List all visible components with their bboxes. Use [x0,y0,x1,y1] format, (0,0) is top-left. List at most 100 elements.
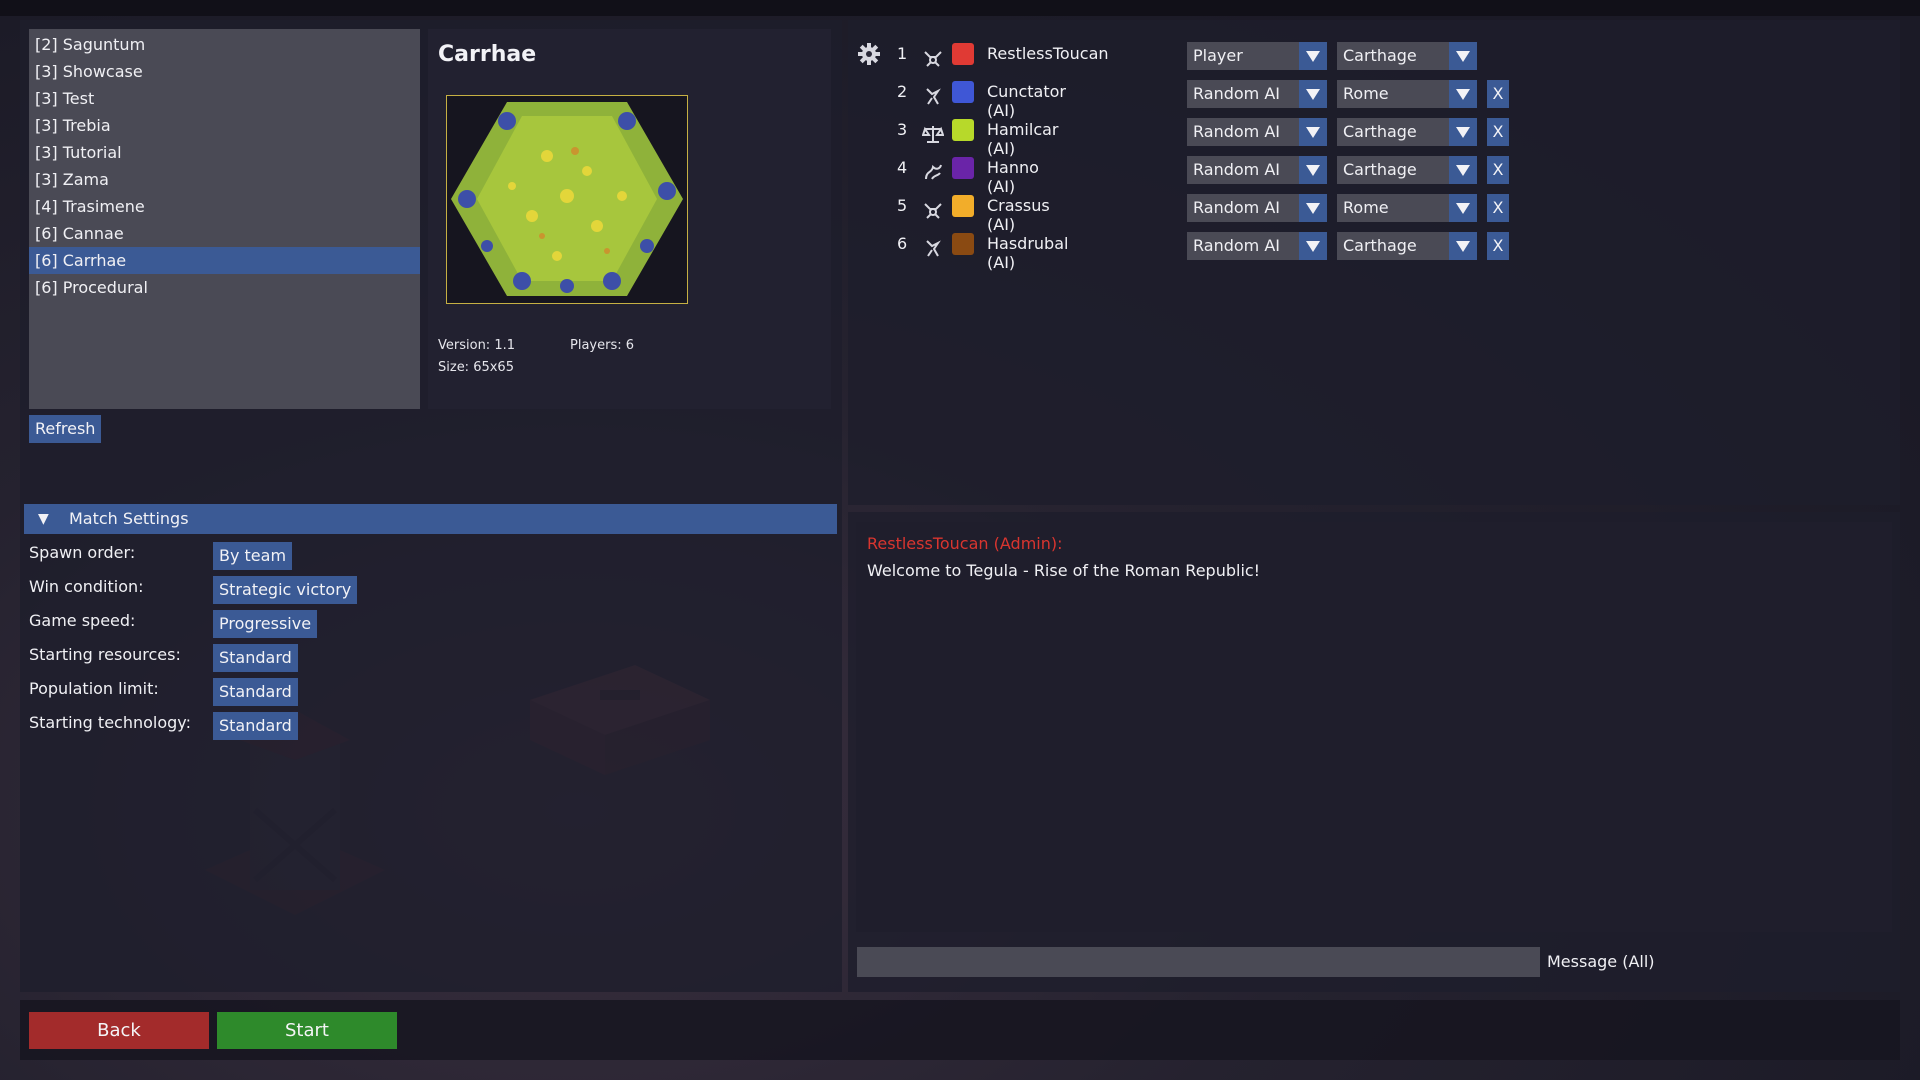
map-players: Players: 6 [570,338,635,353]
map-list-item-selected[interactable]: [6] Carrhae [29,247,420,274]
remove-player-button[interactable]: X [1487,118,1509,146]
civ-value: Rome [1343,84,1389,103]
starting-resources-label: Starting resources: [29,645,181,664]
refresh-button[interactable]: Refresh [29,415,101,443]
map-list-item[interactable]: [3] Test [35,89,95,108]
player-number: 6 [897,234,908,253]
spawn-order-label: Spawn order: [29,543,136,562]
starting-resources-select[interactable]: Standard [213,644,298,672]
start-button[interactable]: Start [217,1012,397,1049]
map-list[interactable]: [2] Saguntum [3] Showcase [3] Test [3] T… [29,29,420,409]
player-type-dropdown[interactable]: Random AI [1187,156,1327,184]
map-size: Size: 65x65 [438,360,514,375]
player-name: Hamilcar (AI) [987,120,1059,158]
player-type-dropdown[interactable]: Random AI [1187,194,1327,222]
collapse-triangle-icon: ▼ [38,511,49,527]
chevron-down-icon[interactable] [1449,118,1477,146]
population-limit-label: Population limit: [29,679,159,698]
rearing-beast-icon [926,240,941,257]
player-type-dropdown[interactable]: Random AI [1187,80,1327,108]
player-color-swatch[interactable] [952,119,974,141]
map-list-item[interactable]: [4] Trasimene [35,197,145,216]
horned-crest-icon [924,51,942,67]
chevron-down-icon[interactable] [1299,80,1327,108]
chat-message: Welcome to Tegula - Rise of the Roman Re… [867,561,1261,580]
game-speed-label: Game speed: [29,611,136,630]
map-list-item[interactable]: [6] Procedural [35,278,148,297]
message-target-label: Message (All) [1547,952,1655,971]
match-settings-header[interactable]: ▼ Match Settings [24,504,837,534]
civ-dropdown[interactable]: Rome [1337,80,1477,108]
starting-technology-select[interactable]: Standard [213,712,298,740]
back-button[interactable]: Back [29,1012,209,1049]
remove-player-button[interactable]: X [1487,80,1509,108]
chevron-down-icon[interactable] [1449,156,1477,184]
player-type-dropdown[interactable]: Random AI [1187,232,1327,260]
player-number: 1 [897,44,908,63]
chevron-down-icon[interactable] [1299,232,1327,260]
player-color-swatch[interactable] [952,43,974,65]
player-color-swatch[interactable] [952,233,974,255]
civ-value: Carthage [1343,160,1417,179]
horned-crest-icon [924,203,942,219]
chevron-down-icon[interactable] [1449,42,1477,70]
player-type-value: Random AI [1193,236,1280,255]
remove-player-button[interactable]: X [1487,232,1509,260]
population-limit-select[interactable]: Standard [213,678,298,706]
player-row: 3 Hamilcar (AI) Random AI Carthage X [0,118,1509,158]
player-type-value: Random AI [1193,84,1280,103]
player-type-dropdown[interactable]: Player [1187,42,1327,70]
chevron-down-icon[interactable] [1299,42,1327,70]
win-condition-select[interactable]: Strategic victory [213,576,358,604]
starting-technology-label: Starting technology: [29,713,191,732]
remove-player-button[interactable]: X [1487,156,1509,184]
spawn-order-select[interactable]: By team [213,542,293,570]
civ-dropdown[interactable]: Carthage [1337,156,1477,184]
player-type-dropdown[interactable]: Random AI [1187,118,1327,146]
chat-sender: RestlessToucan (Admin): [867,534,1063,553]
map-list-item[interactable]: [6] Cannae [35,224,124,243]
chevron-down-icon[interactable] [1449,194,1477,222]
chevron-down-icon[interactable] [1449,232,1477,260]
map-version: Version: 1.1 [438,338,515,353]
civ-dropdown[interactable]: Rome [1337,194,1477,222]
civ-dropdown[interactable]: Carthage [1337,232,1477,260]
player-type-value: Random AI [1193,122,1280,141]
chevron-down-icon[interactable] [1449,80,1477,108]
player-name: Cunctator (AI) [987,82,1066,120]
scales-icon [922,126,944,143]
player-type-value: Random AI [1193,160,1280,179]
chevron-down-icon[interactable] [1299,194,1327,222]
player-name: RestlessToucan [987,44,1109,63]
map-list-item[interactable]: [2] Saguntum [35,35,146,54]
player-name: Crassus (AI) [987,196,1050,234]
chevron-down-icon[interactable] [1299,156,1327,184]
player-row: 6 Hasdrubal (AI) Random AI Carthage X [0,232,1509,272]
player-color-swatch[interactable] [952,195,974,217]
player-color-swatch[interactable] [952,81,974,103]
win-condition-label: Win condition: [29,577,144,596]
civ-value: Carthage [1343,122,1417,141]
map-list-item[interactable]: [3] Tutorial [35,143,122,162]
player-name: Hanno (AI) [987,158,1039,196]
player-type-value: Player [1193,46,1243,65]
civ-dropdown[interactable]: Carthage [1337,118,1477,146]
player-name: Hasdrubal (AI) [987,234,1069,272]
map-title: Carrhae [438,42,537,67]
game-speed-select[interactable]: Progressive [213,610,318,638]
remove-player-button[interactable]: X [1487,194,1509,222]
civ-dropdown[interactable]: Carthage [1337,42,1477,70]
player-number: 2 [897,82,908,101]
chat-log[interactable] [856,522,1892,932]
chevron-down-icon[interactable] [1299,118,1327,146]
civ-value: Carthage [1343,236,1417,255]
gear-icon[interactable] [857,42,881,66]
top-bar [0,0,1920,16]
message-input[interactable] [857,947,1540,977]
map-list-item[interactable]: [3] Showcase [35,62,143,81]
map-minimap [446,95,688,304]
player-color-swatch[interactable] [952,157,974,179]
map-list-item[interactable]: [3] Zama [35,170,109,189]
player-number: 3 [897,120,908,139]
map-list-item[interactable]: [3] Trebia [35,116,111,135]
